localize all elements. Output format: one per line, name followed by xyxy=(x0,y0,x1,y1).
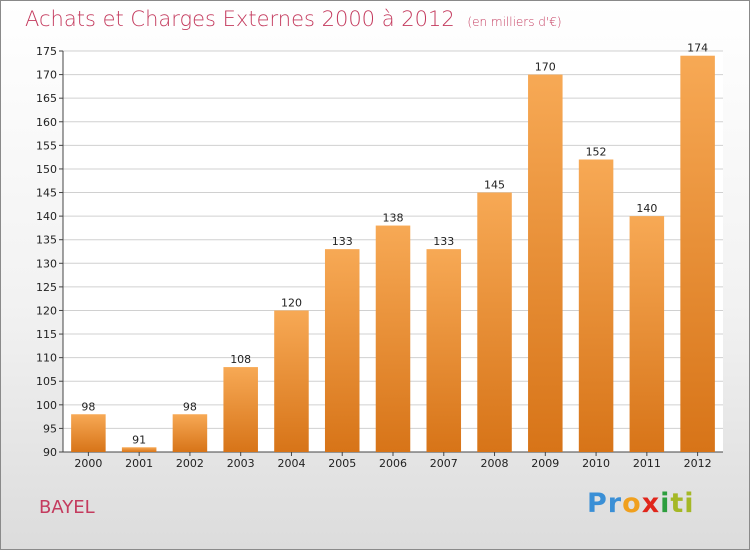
bar xyxy=(578,159,614,452)
data-label: 145 xyxy=(484,179,505,192)
x-tick-label: 2006 xyxy=(379,457,407,470)
data-label: 98 xyxy=(81,400,95,413)
data-label: 133 xyxy=(433,235,454,248)
y-tick-label: 115 xyxy=(36,328,57,341)
y-tick-label: 130 xyxy=(36,257,57,270)
x-tick-label: 2001 xyxy=(125,457,153,470)
x-tick-label: 2010 xyxy=(582,457,610,470)
y-tick-label: 150 xyxy=(36,163,57,176)
data-label: 133 xyxy=(332,235,353,248)
y-tick-label: 135 xyxy=(36,234,57,247)
x-tick-label: 2003 xyxy=(227,457,255,470)
commune-name: BAYEL xyxy=(39,497,95,518)
y-tick-label: 120 xyxy=(36,304,57,317)
data-label: 140 xyxy=(636,202,657,215)
chart-title-text: Achats et Charges Externes 2000 à 2012 xyxy=(25,7,455,31)
y-tick-label: 95 xyxy=(43,422,57,435)
data-label: 152 xyxy=(586,146,607,159)
x-tick-label: 2002 xyxy=(176,457,204,470)
logo-letter: o xyxy=(622,488,642,519)
x-tick-label: 2008 xyxy=(481,457,509,470)
bar xyxy=(426,249,462,452)
y-tick-label: 145 xyxy=(36,187,57,200)
bar xyxy=(680,55,715,452)
x-tick-label: 2000 xyxy=(74,457,102,470)
bar xyxy=(121,447,157,452)
logo-letter: r xyxy=(607,488,623,519)
y-tick-label: 175 xyxy=(36,45,57,58)
x-tick-label: 2011 xyxy=(633,457,661,470)
x-tick-label: 2009 xyxy=(531,457,559,470)
bar xyxy=(477,192,512,452)
proxiti-logo: Proxiti xyxy=(587,488,695,519)
y-tick-label: 125 xyxy=(36,281,57,294)
bar xyxy=(528,74,563,453)
chart-unit: (en milliers d'€) xyxy=(467,15,562,29)
y-tick-label: 100 xyxy=(36,399,57,412)
bar xyxy=(172,414,208,452)
data-label: 108 xyxy=(230,353,251,366)
bar xyxy=(223,367,258,452)
y-tick-label: 105 xyxy=(36,375,57,388)
y-tick-label: 155 xyxy=(36,139,57,152)
bar xyxy=(274,310,309,452)
bar xyxy=(629,216,665,452)
logo-letter: ti xyxy=(670,488,695,519)
bar xyxy=(324,249,360,452)
bar xyxy=(71,414,106,452)
y-tick-label: 165 xyxy=(36,92,57,105)
x-tick-label: 2012 xyxy=(684,457,712,470)
y-tick-label: 110 xyxy=(36,352,57,365)
y-tick-label: 140 xyxy=(36,210,57,223)
logo-letter: P xyxy=(587,488,608,519)
data-label: 174 xyxy=(687,42,708,55)
y-tick-label: 160 xyxy=(36,116,57,129)
data-label: 138 xyxy=(383,212,404,225)
chart-title: Achats et Charges Externes 2000 à 2012 (… xyxy=(25,7,562,31)
x-tick-label: 2007 xyxy=(430,457,458,470)
data-label: 98 xyxy=(183,400,197,413)
logo-letter: x xyxy=(641,488,661,519)
y-tick-label: 90 xyxy=(43,446,57,459)
y-tick-label: 170 xyxy=(36,69,57,82)
bar xyxy=(375,225,411,452)
data-label: 120 xyxy=(281,296,302,309)
x-tick-label: 2005 xyxy=(328,457,356,470)
x-tick-label: 2004 xyxy=(277,457,305,470)
data-label: 170 xyxy=(535,61,556,74)
logo-letter: i xyxy=(660,488,671,519)
data-label: 91 xyxy=(132,433,146,446)
